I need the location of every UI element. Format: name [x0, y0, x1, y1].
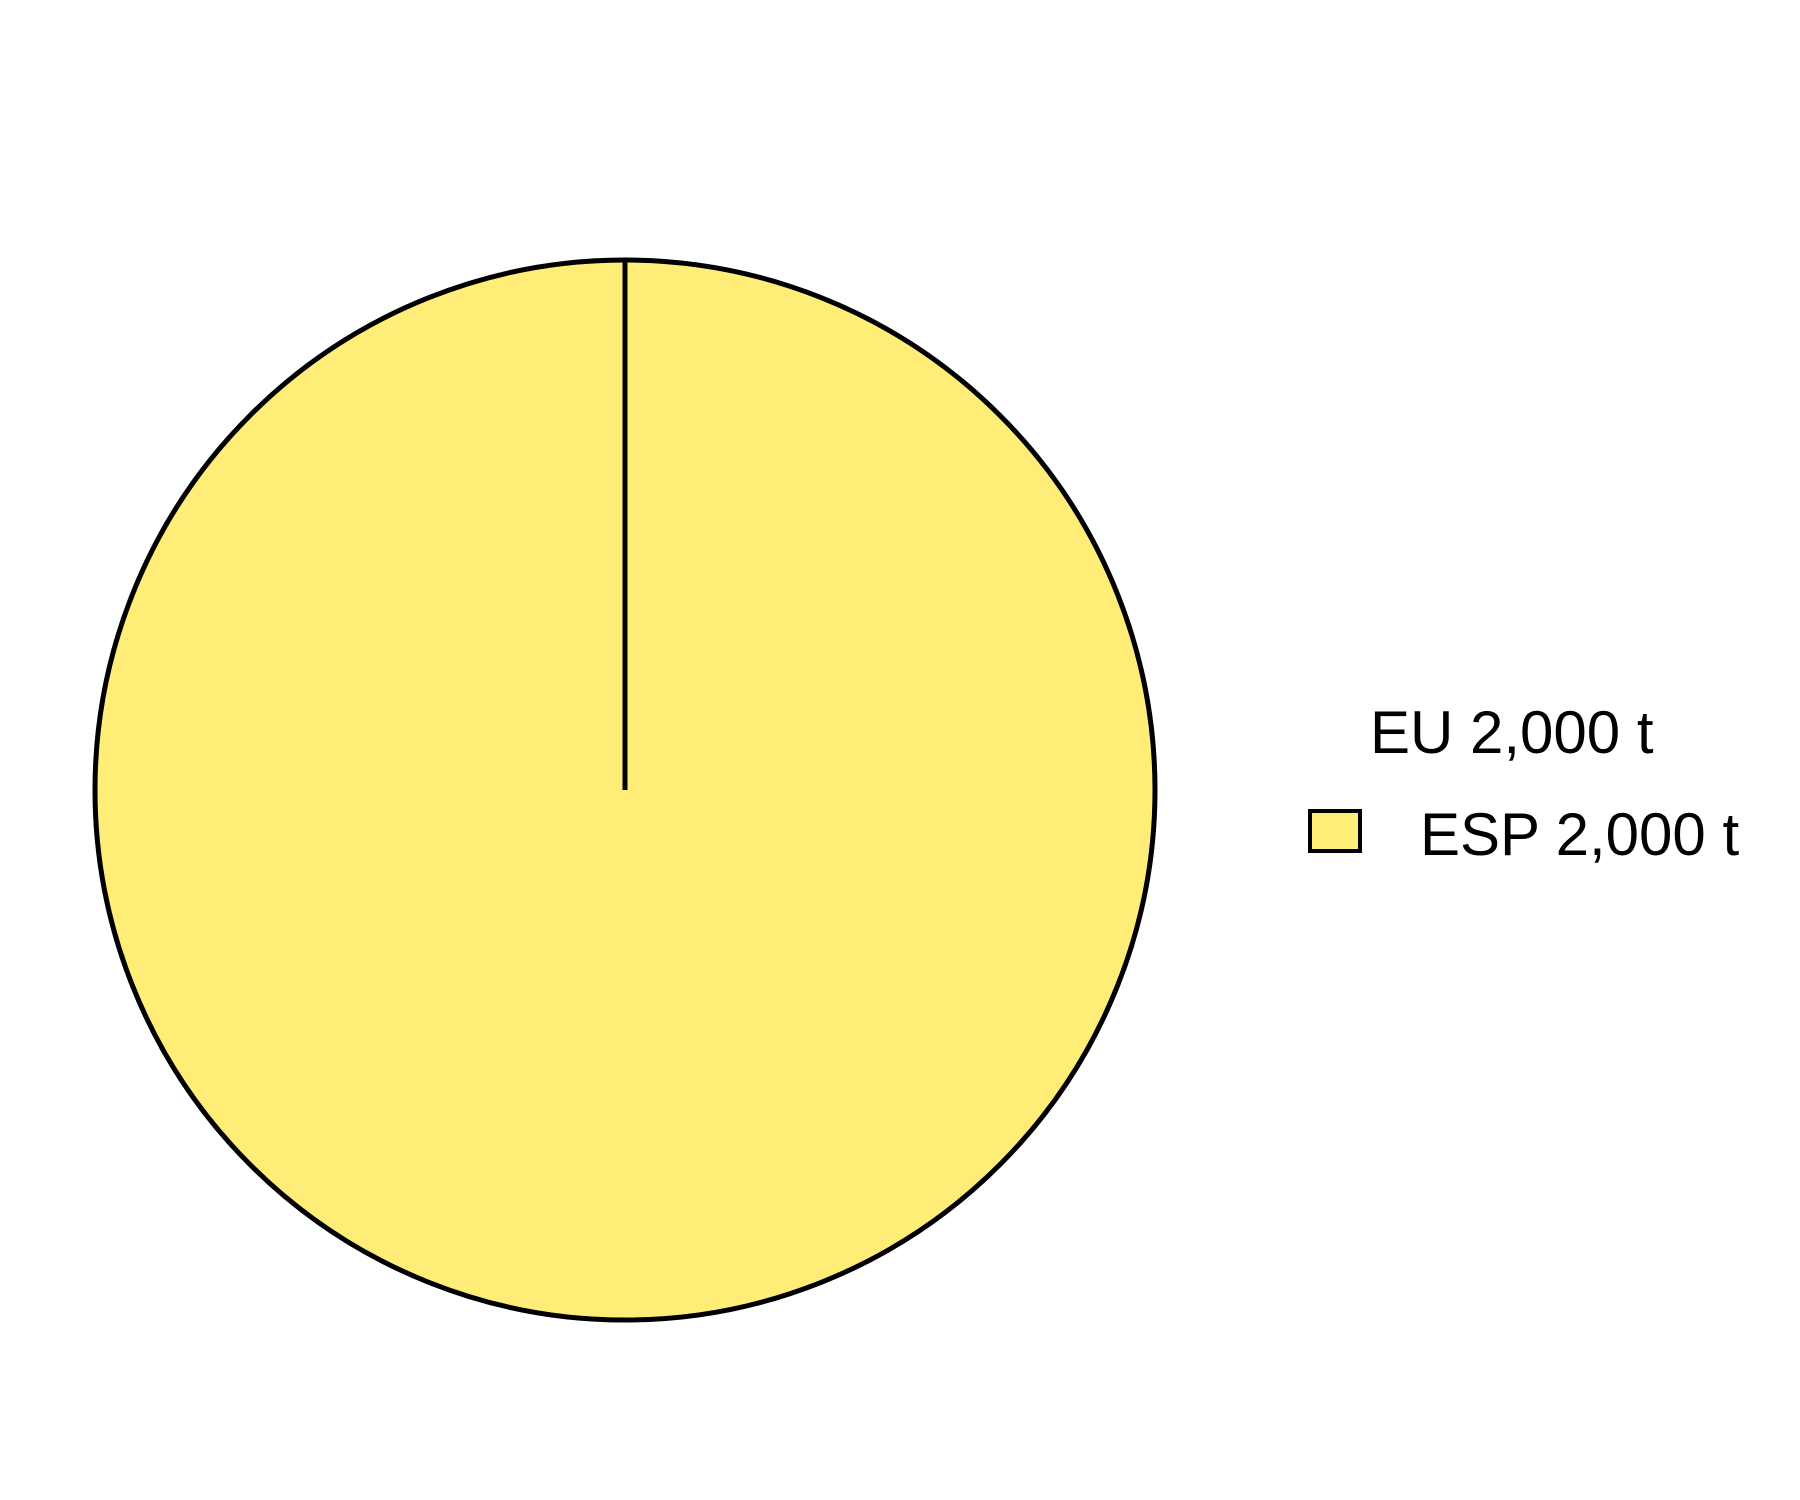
legend-label-0: ESP 2,000 t — [1420, 801, 1739, 868]
legend-swatch-0 — [1308, 809, 1362, 853]
legend-title: EU 2,000 t — [1370, 699, 1654, 766]
legend: EU 2,000 t ESP 2,000 t — [1308, 699, 1739, 868]
legend-items: ESP 2,000 t — [1308, 801, 1739, 868]
pie-slices — [92, 257, 1158, 1323]
